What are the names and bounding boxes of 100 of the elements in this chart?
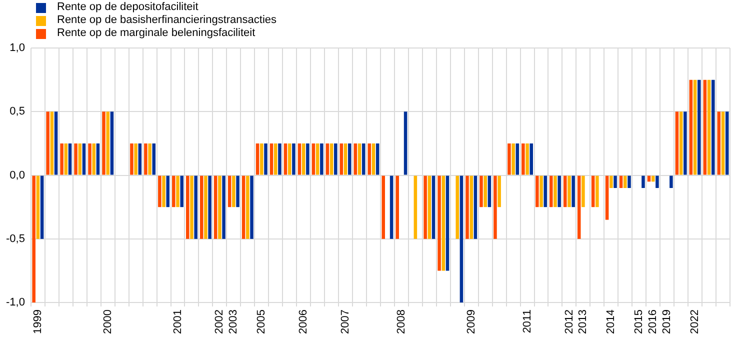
bar [330,143,334,175]
bar [144,143,148,175]
bar [46,112,50,175]
bar [176,176,180,208]
bar [484,176,487,208]
bar [180,176,184,208]
bar [96,143,100,175]
bar [278,143,282,175]
bar [306,143,310,175]
bar [670,176,673,188]
bar [428,176,432,239]
bar [404,112,408,175]
bar [344,143,348,175]
legend-label: Rente op de depositofaciliteit [57,1,198,14]
bar [270,143,274,175]
bar [362,143,366,175]
bar [596,176,599,208]
bar [642,176,645,188]
bar [316,143,320,175]
bar [232,176,236,208]
bar [298,143,302,175]
x-tick-label: 1999 [32,310,44,334]
bar [312,143,316,175]
bar [619,176,623,188]
bar [246,176,250,239]
bar [414,176,418,239]
bar [549,176,553,208]
bar [158,176,162,208]
bar [368,143,372,175]
bar [32,176,36,303]
bar [162,176,166,208]
bar [522,143,525,175]
bar [456,176,460,239]
bar [577,176,581,239]
bar [334,143,338,175]
bar [544,176,547,208]
bar [516,143,520,175]
bar [218,176,222,239]
bar [446,176,450,271]
bar [628,176,631,188]
bar [498,176,501,208]
y-tick-label: 1,0 [10,42,25,54]
bar [54,112,58,175]
bar [582,176,585,208]
y-tick-label: 0,0 [10,169,25,182]
x-tick-label: 2019 [661,310,674,334]
bar [684,112,687,175]
bar [591,176,595,208]
y-tick-label: 0,5 [10,106,25,118]
bar [540,176,543,208]
bar [432,176,436,239]
bar [488,176,492,208]
x-tick-label: 2013 [577,310,590,334]
bar [340,143,344,175]
bar [106,112,110,175]
bar [494,176,497,239]
x-tick-label: 2007 [340,310,352,334]
x-tick-label: 2022 [689,310,702,334]
bar [256,143,260,175]
bar [530,143,534,175]
bar [610,176,613,188]
x-tick-label: 2008 [395,310,408,334]
bar [228,176,232,208]
x-tick-label: 2003 [228,310,240,334]
bar [40,176,44,239]
bar [689,80,693,175]
bar [148,143,152,175]
bar [260,143,264,175]
bar [372,143,376,175]
bar [382,176,386,239]
bar [82,143,86,175]
bar [250,176,254,239]
bar [711,80,715,175]
bar [68,143,72,175]
bar [284,143,288,175]
bar [698,80,701,175]
bar [563,176,567,208]
bar [512,143,515,175]
x-tick-label: 2005 [256,310,268,334]
bar [274,143,278,175]
bar [675,112,679,175]
bar [508,143,511,175]
bar [204,176,208,239]
bar [242,176,246,239]
bar [60,143,64,175]
bar [36,176,40,239]
bar [568,176,571,208]
bar [721,112,725,175]
bar [288,143,292,175]
bar [194,176,198,239]
bar [50,112,54,175]
x-tick-label: 2000 [102,310,114,334]
bar [438,176,441,271]
bar [725,112,729,175]
bar [460,176,464,303]
bar [707,80,711,175]
bar [558,176,561,208]
legend-label: Rente op de basisherfinancieringstransacties [57,14,277,27]
bar [102,112,106,175]
bar [172,176,176,208]
